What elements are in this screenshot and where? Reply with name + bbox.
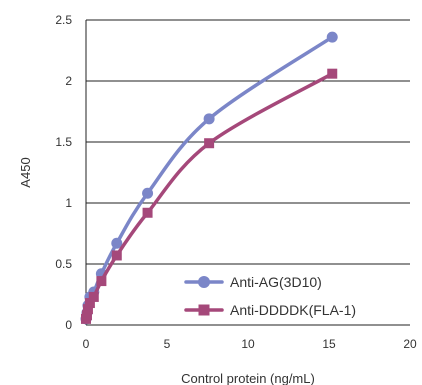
data-point-1-6 — [111, 250, 122, 261]
series-layer — [80, 31, 338, 325]
y-tick-label-5: 2.5 — [55, 13, 72, 27]
data-point-1-4 — [88, 291, 99, 302]
y-tick-label-0: 0 — [65, 318, 72, 332]
legend-marker-0 — [198, 276, 210, 288]
y-tick-label-3: 1.5 — [55, 135, 72, 149]
x-axis-title: Control protein (ng/mL) — [181, 371, 315, 385]
data-point-1-8 — [204, 138, 215, 149]
axes — [85, 20, 410, 326]
data-point-1-5 — [96, 276, 107, 287]
y-tick-label-1: 0.5 — [55, 257, 72, 271]
x-tick-label-4: 20 — [403, 337, 417, 351]
data-point-0-6 — [111, 237, 123, 249]
data-point-1-1 — [81, 310, 92, 321]
legend-marker-1 — [198, 304, 210, 316]
x-tick-label-2: 10 — [241, 337, 255, 351]
y-tick-label-4: 2 — [65, 74, 72, 88]
legend-label-1: Anti-DDDDK(FLA-1) — [230, 302, 356, 318]
data-point-1-7 — [142, 207, 153, 218]
data-point-0-8 — [203, 113, 215, 125]
legend: Anti-AG(3D10) Anti-DDDDK(FLA-1) — [184, 274, 356, 318]
x-tick-label-0: 0 — [83, 337, 90, 351]
x-tick-label-1: 5 — [164, 337, 171, 351]
y-tick-label-2: 1 — [65, 196, 72, 210]
data-point-0-9 — [326, 31, 338, 43]
tick-labels: 0 0.5 1 1.5 2 2.5 0 5 10 15 20 — [55, 13, 417, 351]
y-axis-title: A450 — [18, 157, 33, 187]
legend-label-0: Anti-AG(3D10) — [230, 274, 322, 290]
data-point-1-3 — [84, 298, 95, 309]
series-1 — [81, 68, 338, 324]
data-point-1-2 — [82, 304, 93, 315]
data-point-1-9 — [327, 68, 338, 79]
x-tick-label-3: 15 — [322, 337, 336, 351]
data-point-0-7 — [142, 187, 154, 199]
